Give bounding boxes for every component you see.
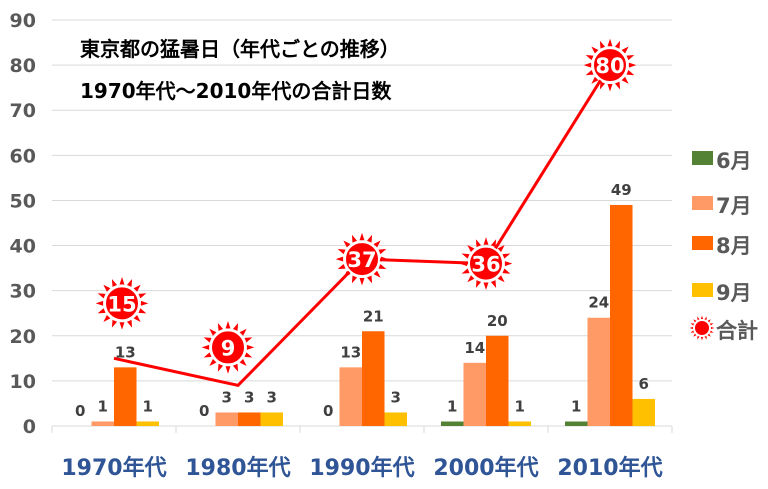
legend-label: 8月 — [716, 234, 752, 258]
legend-label: 合計 — [716, 319, 758, 343]
data-label: 0 — [323, 402, 333, 420]
data-label: 3 — [267, 388, 277, 406]
data-label: 0 — [75, 402, 85, 420]
y-tick-label: 30 — [10, 281, 36, 303]
data-label: 6 — [639, 375, 649, 393]
data-label: 1 — [447, 397, 457, 415]
bar-7月 — [587, 317, 610, 426]
bar-8月 — [486, 335, 509, 426]
y-tick-label: 20 — [10, 326, 36, 348]
y-tick-label: 60 — [10, 145, 36, 167]
data-label: 3 — [222, 388, 232, 406]
bar-6月 — [565, 421, 588, 426]
sun-icon — [583, 38, 637, 92]
data-label: 3 — [391, 388, 401, 406]
x-tick-label: 1980年代 — [185, 455, 290, 481]
bar-7月 — [215, 412, 238, 426]
legend-swatch — [692, 151, 713, 165]
sun-icon — [459, 237, 513, 290]
x-tick-label: 1970年代 — [61, 455, 166, 481]
data-label: 1 — [143, 397, 153, 415]
data-label: 13 — [115, 343, 136, 361]
bar-9月 — [384, 412, 407, 426]
data-label: 20 — [487, 312, 508, 330]
total-label: 9 — [221, 336, 236, 360]
data-label: 13 — [340, 343, 361, 361]
legend-swatch — [692, 196, 713, 210]
data-label: 1 — [98, 397, 108, 415]
data-label: 21 — [363, 307, 384, 325]
sun-icon — [95, 276, 149, 330]
x-tick-label: 1990年代 — [309, 455, 414, 481]
bar-9月 — [632, 398, 655, 426]
y-tick-label: 50 — [10, 190, 36, 212]
legend-label: 9月 — [716, 281, 752, 305]
sun-icon — [201, 321, 255, 374]
y-tick-label: 40 — [10, 236, 36, 258]
x-tick-label: 2000年代 — [433, 455, 538, 481]
bar-9月 — [260, 412, 283, 426]
data-label: 3 — [244, 388, 254, 406]
data-label: 1 — [571, 397, 581, 415]
legend-swatch — [692, 283, 713, 297]
y-tick-label: 0 — [23, 416, 36, 438]
bar-7月 — [91, 421, 114, 426]
bar-8月 — [362, 331, 385, 426]
x-tick-label: 2010年代 — [557, 455, 662, 481]
bar-9月 — [136, 421, 159, 426]
data-label: 49 — [611, 181, 632, 199]
bar-7月 — [339, 367, 362, 426]
bar-8月 — [238, 412, 261, 426]
bar-6月 — [441, 421, 464, 426]
legend-label: 6月 — [716, 149, 752, 173]
bar-8月 — [610, 204, 633, 426]
y-tick-label: 70 — [10, 100, 36, 122]
data-label: 1 — [515, 397, 525, 415]
bar-9月 — [508, 421, 531, 426]
legend-label: 7月 — [716, 194, 752, 218]
chart-title-line: 1970年代～2010年代の合計日数 — [80, 79, 392, 103]
data-label: 14 — [464, 339, 485, 357]
total-label: 36 — [471, 253, 500, 277]
total-label: 37 — [347, 248, 376, 272]
bar-7月 — [463, 362, 486, 426]
sun-icon — [335, 232, 389, 286]
legend-swatch — [692, 236, 713, 250]
total-label: 80 — [595, 54, 624, 78]
bar-8月 — [114, 367, 137, 426]
data-label: 0 — [199, 402, 209, 420]
y-tick-label: 10 — [10, 371, 36, 393]
legend-sun-icon — [689, 315, 715, 341]
y-tick-label: 80 — [10, 55, 36, 77]
data-label: 24 — [588, 294, 609, 312]
total-label: 15 — [107, 292, 136, 316]
y-tick-label: 90 — [10, 10, 36, 32]
chart-title-line: 東京都の猛暑日（年代ごとの推移） — [80, 37, 400, 61]
